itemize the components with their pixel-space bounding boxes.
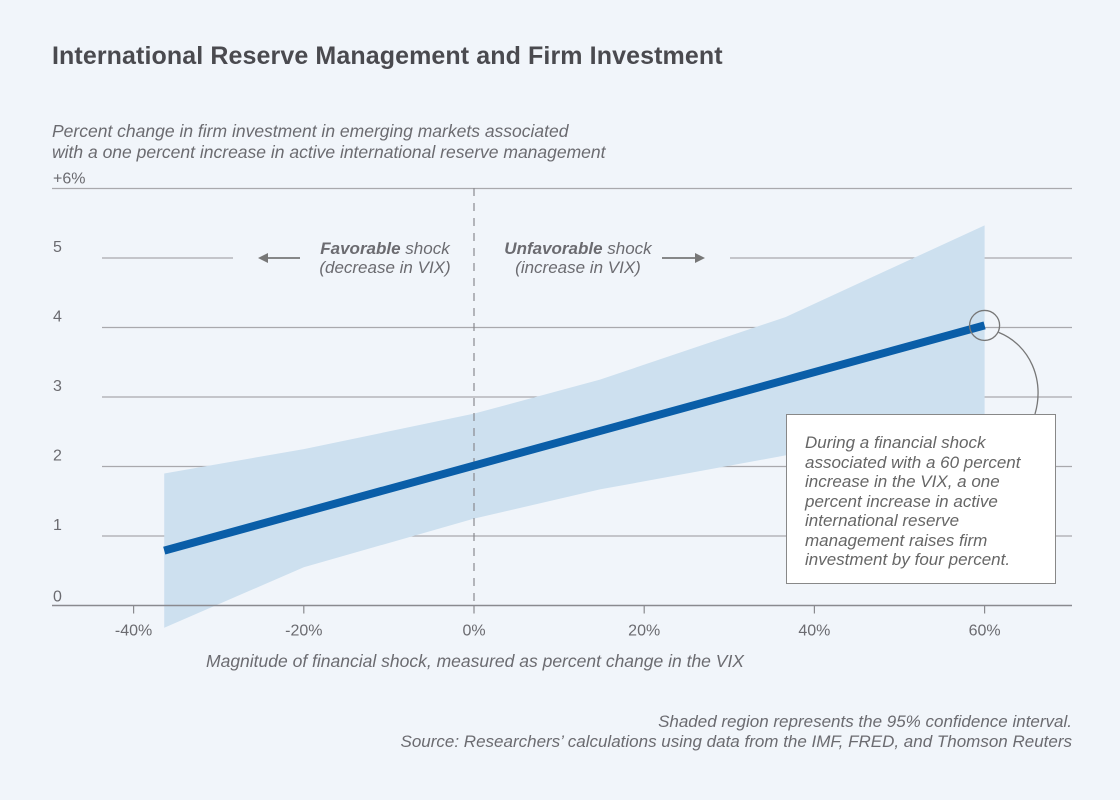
callout-circle — [968, 309, 1001, 342]
tick-labels: 1 2 3 4 5 +6% 0 -40% -20% 0% 20% 40% 60% — [53, 171, 1001, 640]
x-tick-label: 60% — [969, 623, 1001, 640]
y-axis-label: Percent change in firm investment in eme… — [52, 121, 606, 163]
favorable-bold: Favorable — [320, 239, 401, 258]
favorable-line2: (decrease in VIX) — [319, 258, 451, 277]
x-tick-label: 40% — [798, 623, 830, 640]
unfavorable-shock-annotation: Unfavorable shock (increase in VIX) — [490, 239, 666, 277]
y-tick-label: 1 — [53, 517, 62, 534]
chart-notes: Shaded region represents the 95% confide… — [401, 712, 1073, 752]
callout-box: During a financial shock associated with… — [786, 414, 1056, 584]
y-tick-label: 4 — [53, 309, 62, 326]
callout-leader-line — [998, 331, 1039, 415]
y-axis-label-line-1: Percent change in firm investment in eme… — [52, 121, 569, 141]
x-tick-label: 20% — [628, 623, 660, 640]
y-tick-label: 0 — [53, 589, 62, 606]
unfavorable-line2: (increase in VIX) — [515, 258, 641, 277]
y-axis-label-line-2: with a one percent increase in active in… — [52, 142, 606, 162]
x-tick-label: 0% — [462, 623, 485, 640]
x-tick-label: -40% — [115, 623, 152, 640]
series-lines — [163, 321, 986, 555]
chart-title: International Reserve Management and Fir… — [52, 42, 723, 70]
favorable-rest: shock — [400, 239, 450, 258]
note-source: Source: Researchers’ calculations using … — [400, 732, 1073, 751]
y-tick-label: 2 — [53, 448, 62, 465]
favorable-shock-annotation: Favorable shock (decrease in VIX) — [300, 239, 470, 277]
y-tick-label: 5 — [53, 239, 62, 256]
unfavorable-rest: shock — [602, 239, 652, 258]
series-line — [163, 321, 986, 555]
x-tick-label: -20% — [285, 623, 322, 640]
y-tick-label: 3 — [53, 378, 62, 395]
callout-marker — [968, 309, 1039, 415]
right-arrowhead-icon — [695, 253, 705, 263]
left-arrowhead-icon — [258, 253, 268, 263]
x-axis-label: Magnitude of financial shock, measured a… — [206, 651, 744, 671]
confidence-band — [164, 225, 985, 628]
y-tick-label: +6% — [53, 171, 85, 188]
unfavorable-bold: Unfavorable — [504, 239, 603, 258]
note-confidence-interval: Shaded region represents the 95% confide… — [658, 712, 1072, 731]
zero-reference-line — [258, 188, 705, 606]
axes — [52, 604, 1072, 614]
